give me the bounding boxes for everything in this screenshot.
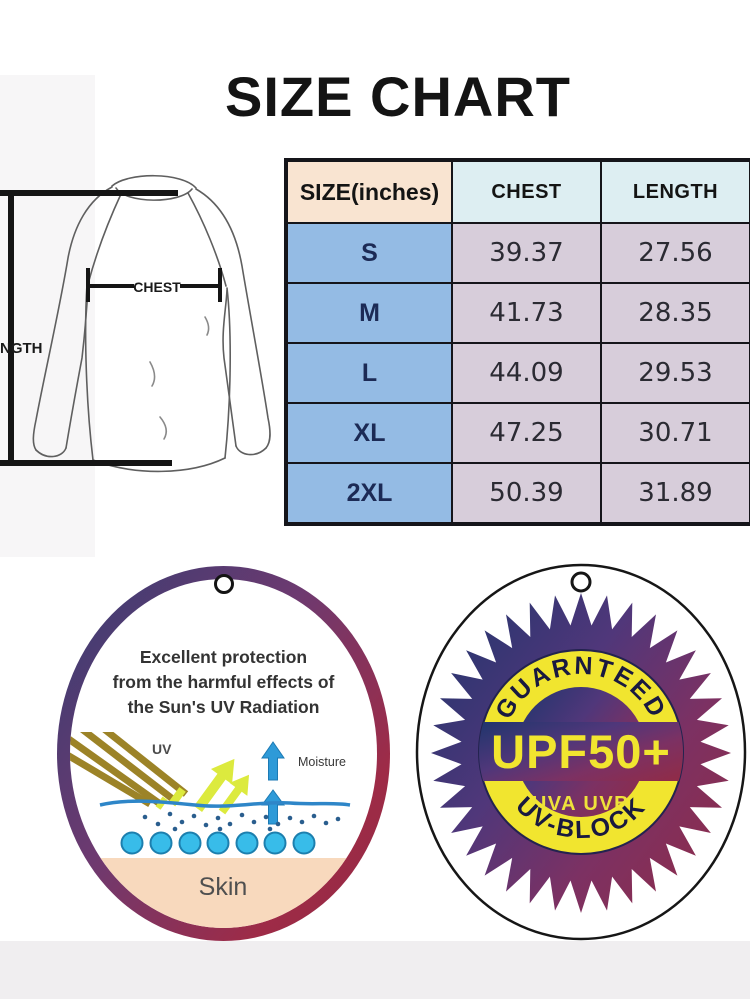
table-cell-size: M	[287, 283, 452, 343]
table-cell-size: L	[287, 343, 452, 403]
tag-hole-left	[213, 574, 234, 594]
table-header-length: LENGTH	[601, 161, 750, 223]
skin-layer-band	[70, 858, 377, 928]
table-cell-size: XL	[287, 403, 452, 463]
chest-measure-label: CHEST	[133, 279, 181, 295]
table-cell-size: 2XL	[287, 463, 452, 523]
table-cell-length: 29.53	[601, 343, 750, 403]
table-cell-chest: 44.09	[452, 343, 601, 403]
bottom-gray-strip	[0, 941, 750, 999]
table-header-chest: CHEST	[452, 161, 601, 223]
uv-protection-tag: Excellent protection from the harmful ef…	[57, 566, 390, 941]
skin-surface-wave	[99, 799, 351, 808]
length-bottom-cap-line	[0, 460, 172, 466]
moisture-label: Moisture	[298, 755, 346, 769]
left-backdrop-panel	[0, 75, 95, 557]
uv-desc-line1: Excellent protection	[139, 647, 308, 667]
garment-diagram: CHEST NGTH	[0, 174, 271, 473]
length-vertical-line	[8, 190, 14, 466]
page-title: SIZE CHART	[225, 65, 571, 128]
table-cell-length: 28.35	[601, 283, 750, 343]
uv-desc-line3: the Sun's UV Radiation	[127, 697, 320, 717]
upf-rating-text: UPF50+	[491, 725, 671, 778]
moisture-arrows-icon	[261, 741, 285, 825]
table-cell-chest: 50.39	[452, 463, 601, 523]
table-cell-chest: 47.25	[452, 403, 601, 463]
chest-tick-left	[86, 268, 90, 302]
upf-badge-tag: GUARNTEED UPF50+ UVA UVB UV-BLOCK	[415, 563, 747, 941]
size-table: SIZE(inches) CHEST LENGTH S 39.37 27.56 …	[284, 158, 750, 526]
table-header-size: SIZE(inches)	[287, 161, 452, 223]
shirt-outline-drawing	[32, 174, 271, 473]
chest-line-left	[88, 284, 134, 288]
tag-hole-right	[570, 571, 592, 593]
length-top-cap-line	[0, 190, 178, 196]
table-cell-length: 27.56	[601, 223, 750, 283]
uv-protection-tag-face: Excellent protection from the harmful ef…	[70, 579, 377, 928]
moisture-droplet-cells	[120, 831, 316, 855]
table-cell-size: S	[287, 223, 452, 283]
length-measure-label: NGTH	[0, 340, 43, 357]
uv-protection-description: Excellent protection from the harmful ef…	[70, 645, 377, 720]
table-cell-chest: 39.37	[452, 223, 601, 283]
skin-label: Skin	[199, 873, 248, 901]
uv-desc-line2: from the harmful effects of	[112, 672, 335, 692]
moisture-dots	[142, 811, 341, 832]
chest-line-right	[180, 284, 222, 288]
chest-tick-right	[218, 268, 222, 302]
table-cell-length: 31.89	[601, 463, 750, 523]
uva-uvb-text: UVA UVB	[532, 793, 630, 815]
table-cell-chest: 41.73	[452, 283, 601, 343]
uv-rays-icon	[70, 732, 189, 809]
measurement-lines	[0, 190, 222, 466]
badge-center-band	[479, 722, 683, 781]
uv-skin-illustration: UV Moisture Skin	[70, 732, 377, 928]
table-cell-length: 30.71	[601, 403, 750, 463]
uv-label: UV	[152, 741, 172, 757]
